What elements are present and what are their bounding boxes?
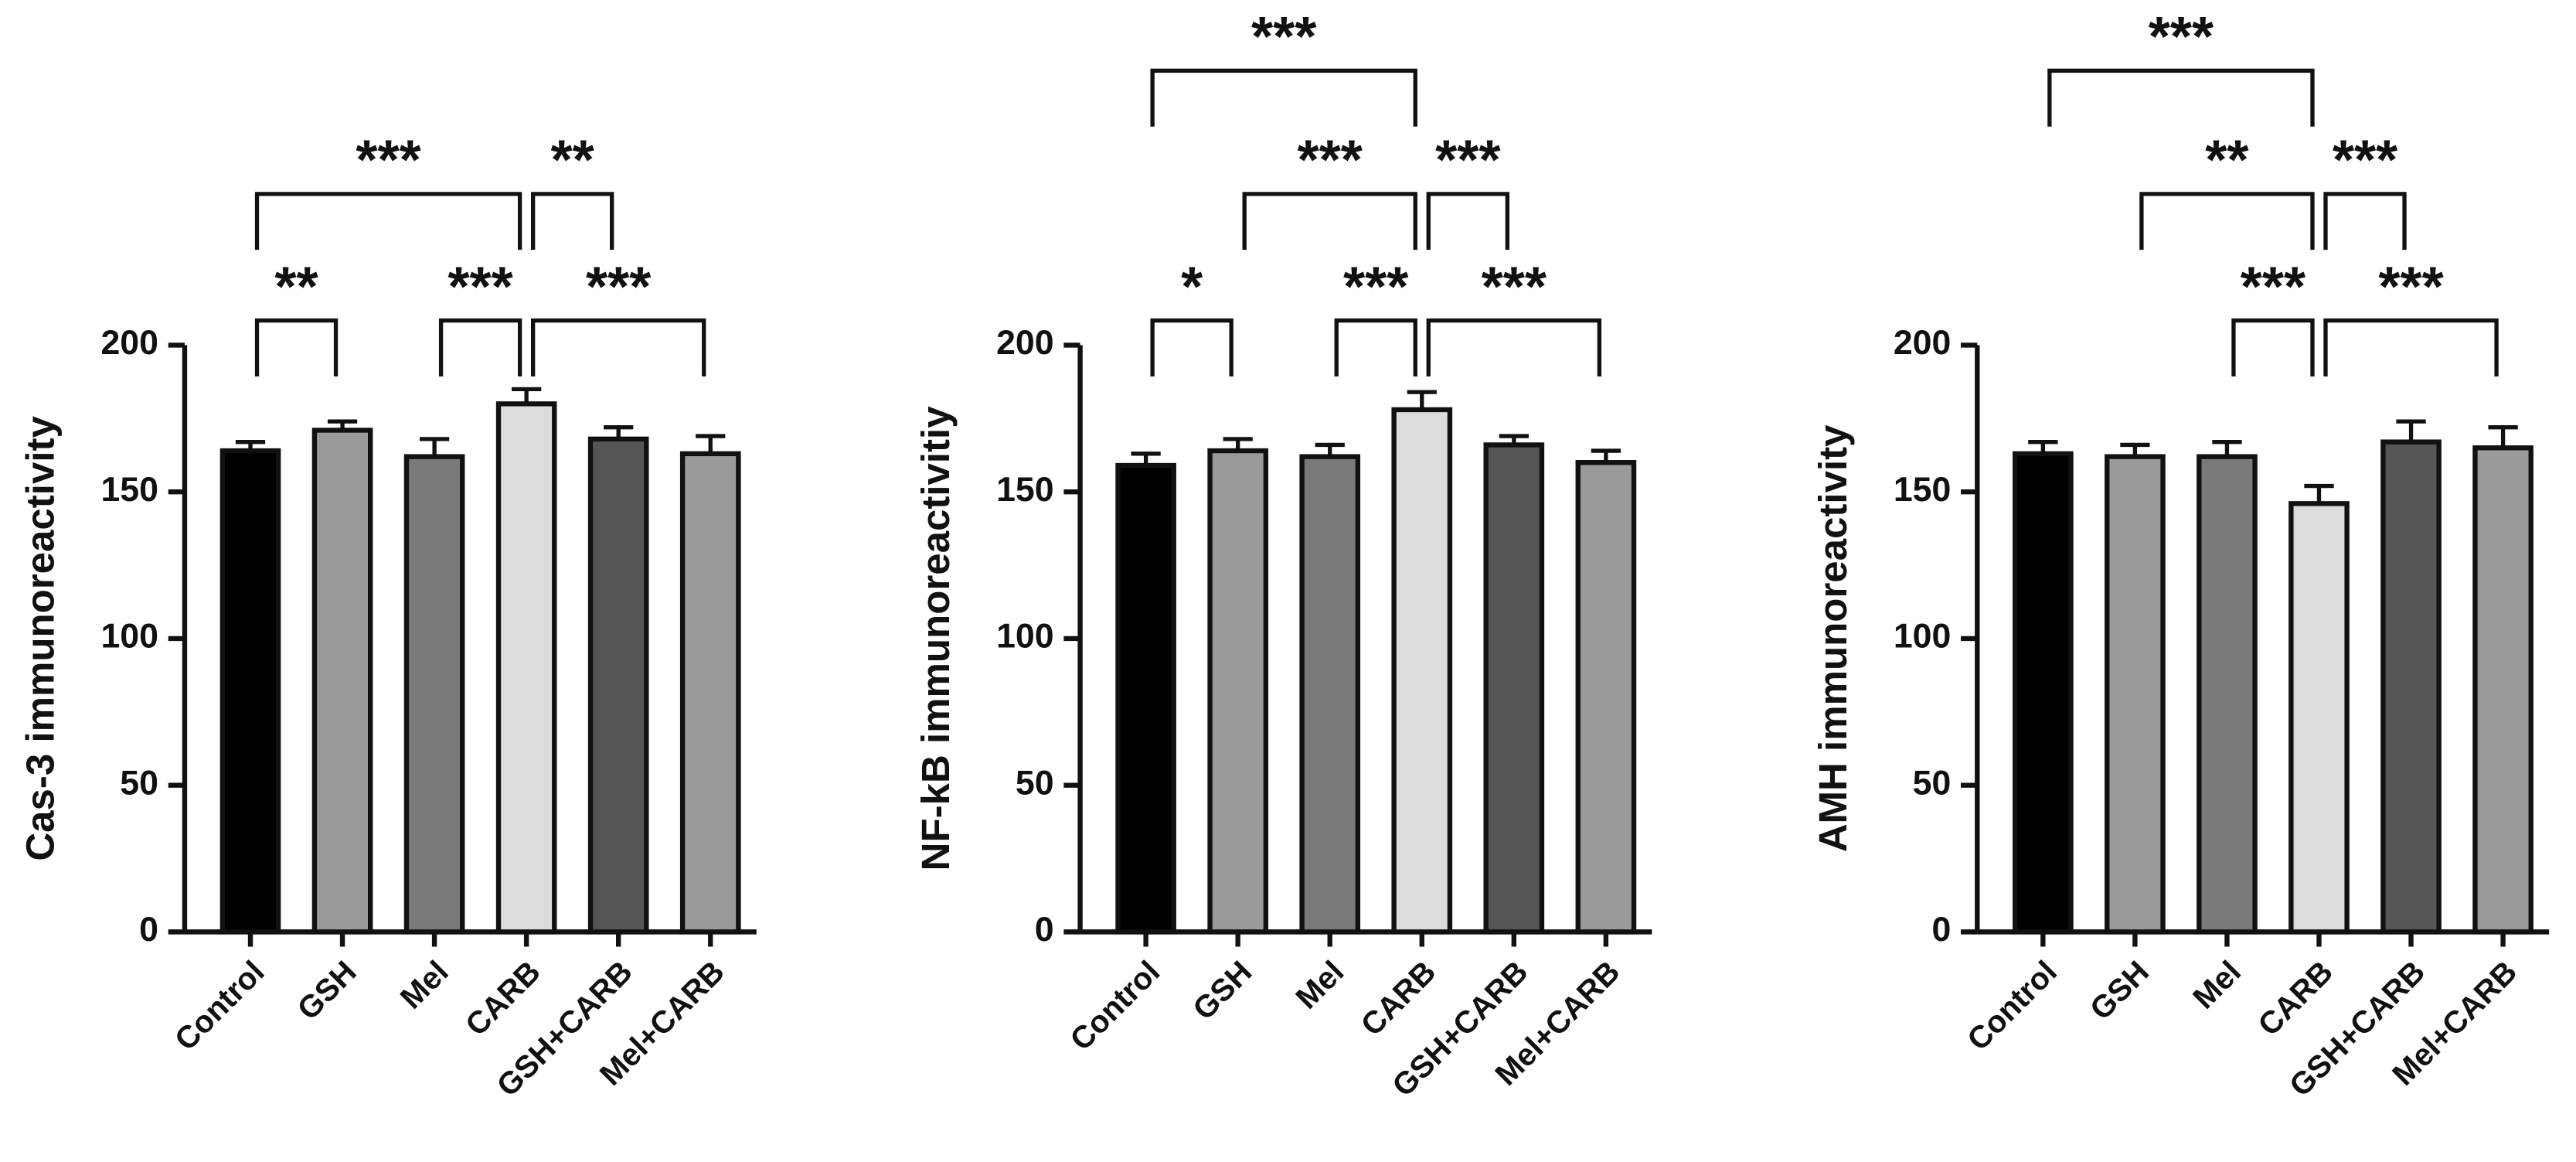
significance-label: *** [1251,6,1317,68]
significance-label: *** [2333,130,2398,192]
y-tick-label: 50 [1016,764,1054,802]
significance-bracket [1334,318,1417,377]
bar [1483,442,1545,935]
bar [1575,460,1637,935]
y-tick-label: 200 [996,324,1053,362]
significance-bracket [1150,68,1417,127]
bar [2013,451,2074,935]
significance-label: *** [356,130,421,192]
bar [587,436,649,935]
significance-label: ** [2205,130,2249,192]
y-axis-label: NF-kB immunoreactivitiy [914,406,958,871]
significance-label: *** [447,256,513,318]
significance-label: * [1181,256,1203,318]
y-axis-label: AMH immunoreactivity [1811,424,1855,852]
x-tick-label: Mel [2186,954,2248,1016]
significance-bracket [530,318,706,377]
y-tick-label: 200 [1894,324,1951,362]
y-tick-label: 0 [139,911,158,949]
y-tick-label: 100 [100,618,158,656]
significance-bracket [530,192,614,250]
significance-bracket [2323,192,2407,250]
x-tick-label: GSH [2083,954,2156,1027]
chart: AMH immunoreactivity 0 50 100 150 200 Control G… [1811,6,2550,1103]
bar [1391,407,1453,935]
significance-label: *** [1343,256,1409,318]
y-tick-label: 100 [1894,618,1951,656]
significance-bracket [1426,192,1509,250]
significance-label: ** [551,130,595,192]
significance-label: *** [586,256,652,318]
significance-label: *** [2241,256,2306,318]
y-tick-label: 50 [1913,764,1952,802]
y-tick-label: 0 [1931,911,1951,949]
x-tick-label: CARB [458,954,547,1043]
bar [2380,439,2442,935]
x-tick-label: CARB [2251,954,2339,1043]
significance-label: ** [274,256,318,318]
x-tick-label: GSH [290,954,362,1027]
significance-bracket [2231,318,2315,377]
y-tick-label: 150 [996,471,1053,509]
bar [495,401,557,935]
significance-label: *** [1435,130,1501,192]
significance-label: *** [1482,256,1547,318]
chart: Cas-3 immunoreactivity 0 50 100 150 200 Contro… [19,130,757,1103]
bar [219,448,281,935]
significance-bracket [254,192,522,250]
bar [2105,454,2166,935]
x-tick-label: Control [1063,954,1166,1058]
significance-bracket [1242,192,1417,250]
significance-label: *** [2378,256,2444,318]
bar [1299,454,1361,935]
y-tick-label: 200 [100,324,158,362]
bar [1115,462,1176,935]
x-tick-label: Control [1960,954,2064,1058]
significance-label: *** [2149,6,2214,68]
significance-bracket [2323,318,2499,377]
y-tick-label: 150 [100,471,158,509]
chart: NF-kB immunoreactivitiy 0 50 100 150 200 Contr… [914,6,1652,1103]
y-tick-label: 100 [996,618,1053,656]
significance-bracket [438,318,522,377]
x-tick-label: Control [168,954,271,1058]
y-axis-label: Cas-3 immunoreactivity [19,416,63,861]
x-tick-label: GSH [1186,954,1258,1027]
y-tick-label: 0 [1035,911,1054,949]
bar [2472,445,2533,935]
y-tick-label: 150 [1894,471,1951,509]
significance-bracket [1150,318,1234,377]
significance-bracket [1426,318,1602,377]
x-tick-label: Mel [393,954,455,1016]
significance-label: *** [1298,130,1363,192]
bar [1207,448,1268,935]
bar [2288,501,2350,935]
bar [403,454,465,935]
bar [2197,454,2258,935]
bar [311,428,373,935]
x-tick-label: Mel [1288,954,1350,1016]
significance-bracket [2047,68,2315,127]
y-tick-label: 50 [120,764,158,802]
bar [679,451,741,935]
significance-bracket [2139,192,2315,250]
x-tick-label: CARB [1353,954,1442,1043]
significance-bracket [254,318,339,377]
